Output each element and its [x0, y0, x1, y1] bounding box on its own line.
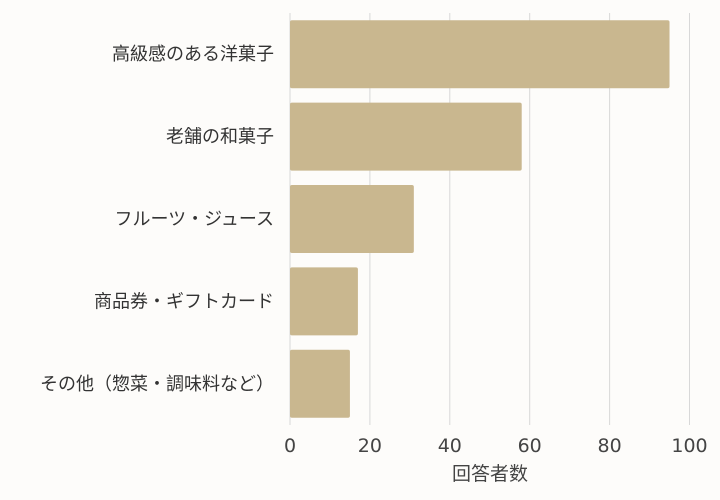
bar [290, 267, 358, 336]
bar [290, 349, 350, 418]
x-tick-label: 40 [438, 435, 462, 457]
category-label: 高級感のある洋菓子 [112, 44, 274, 65]
bar [290, 102, 522, 171]
x-tick-label: 100 [671, 435, 707, 457]
bar [290, 185, 414, 253]
category-label: その他（惣菜・調味料など） [40, 374, 274, 395]
category-label: フルーツ・ジュース [115, 209, 274, 230]
category-label: 老舗の和菓子 [166, 127, 274, 148]
category-label: 商品券・ギフトカード [94, 291, 274, 312]
bar [290, 20, 670, 89]
x-tick-label: 60 [518, 435, 542, 457]
x-tick-label: 20 [358, 435, 382, 457]
x-tick-label: 80 [598, 435, 622, 457]
x-axis-label: 回答者数 [452, 463, 528, 485]
x-tick-label: 0 [284, 435, 296, 457]
